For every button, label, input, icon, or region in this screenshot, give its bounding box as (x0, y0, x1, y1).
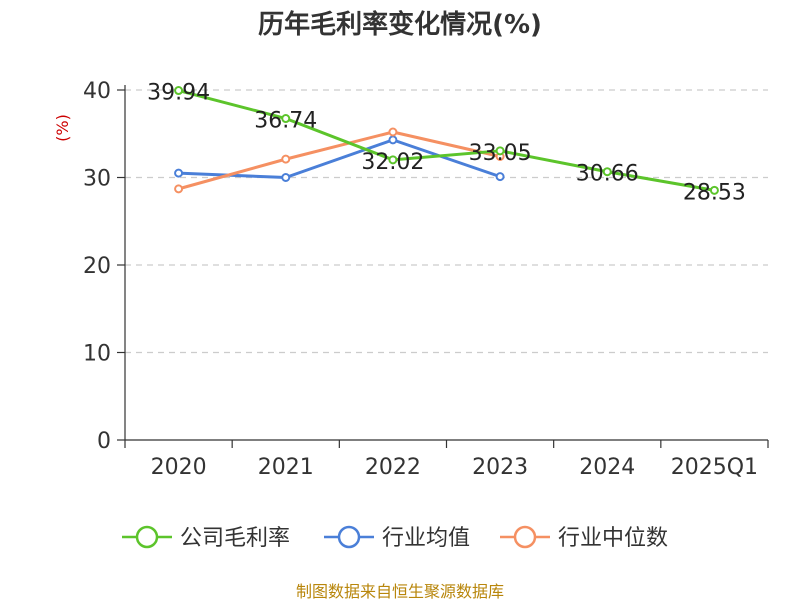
data-label: 36.74 (254, 109, 317, 134)
data-point (174, 86, 184, 96)
legend-marker-0 (135, 525, 159, 549)
legend-label: 公司毛利率 (180, 526, 290, 551)
y-axis-unit-label: (%) (53, 114, 72, 142)
data-labels: 39.94 36.74 32.02 33.05 30.66 28.53 (147, 81, 746, 206)
y-tick-label: 10 (83, 342, 111, 367)
data-label: 30.66 (576, 162, 639, 187)
data-point (602, 167, 612, 177)
data-point (388, 155, 398, 165)
data-point (388, 127, 398, 137)
data-point (495, 172, 505, 182)
data-point (174, 184, 184, 194)
legend-label: 行业中位数 (558, 526, 668, 551)
series-line-2 (178, 130, 501, 191)
y-tick-label: 0 (97, 429, 111, 454)
chart-title: 历年毛利率变化情况(%) (258, 10, 542, 40)
y-tick-label: 20 (83, 254, 111, 279)
y-tick-label: 30 (83, 167, 111, 192)
series-lines (174, 86, 719, 195)
y-tick-label: 40 (83, 79, 111, 104)
grid-lines (125, 89, 768, 354)
axes: 0 10 20 30 40 (%) 2020 2021 2022 2023 2024 2025Q1 (53, 79, 769, 480)
data-label: 32.02 (361, 150, 424, 175)
x-tick-label: 2023 (472, 455, 528, 480)
legend-marker-1 (337, 525, 361, 549)
data-point (709, 185, 719, 195)
data-point (281, 114, 291, 124)
legend-label: 行业均值 (382, 526, 470, 551)
legend-marker-2 (513, 525, 537, 549)
x-tick-label: 2020 (151, 455, 207, 480)
source-note: 制图数据来自恒生聚源数据库 (295, 582, 504, 601)
legend: 公司毛利率 行业均值 行业中位数 (122, 525, 668, 551)
x-tick-label: 2024 (579, 455, 635, 480)
x-tick-label: 2022 (365, 455, 421, 480)
series-line-0 (178, 89, 715, 192)
data-point (174, 168, 184, 178)
data-point (495, 146, 505, 156)
data-point (281, 154, 291, 164)
data-point (281, 173, 291, 182)
data-label: 28.53 (683, 180, 746, 205)
data-label: 39.94 (147, 81, 210, 106)
x-tick-label: 2025Q1 (671, 455, 758, 480)
x-tick-label: 2021 (258, 455, 314, 480)
data-label: 33.05 (469, 141, 532, 166)
data-point (388, 135, 398, 145)
